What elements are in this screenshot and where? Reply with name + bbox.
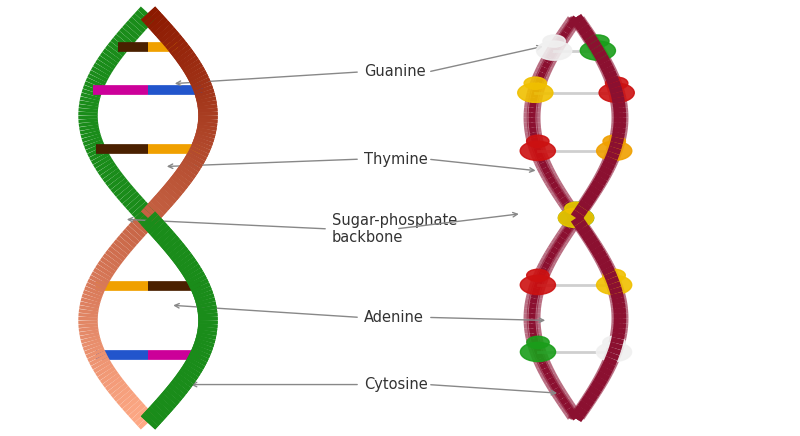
Circle shape [606, 77, 628, 89]
Circle shape [597, 342, 632, 361]
Text: Cytosine: Cytosine [364, 377, 428, 392]
Circle shape [603, 269, 626, 282]
Circle shape [526, 135, 549, 147]
Circle shape [580, 41, 615, 60]
Circle shape [520, 342, 555, 361]
Circle shape [603, 135, 626, 147]
Circle shape [520, 141, 555, 160]
Circle shape [558, 208, 594, 228]
Circle shape [558, 208, 594, 228]
Circle shape [565, 202, 587, 215]
Circle shape [526, 336, 549, 348]
Circle shape [537, 41, 572, 60]
Circle shape [518, 83, 553, 102]
Text: Guanine: Guanine [364, 65, 426, 79]
Circle shape [599, 83, 634, 102]
Circle shape [603, 336, 626, 348]
Circle shape [597, 276, 632, 295]
Text: Thymine: Thymine [364, 152, 428, 167]
Circle shape [565, 202, 587, 215]
Circle shape [543, 35, 566, 47]
Circle shape [526, 269, 549, 282]
Text: Sugar-phosphate
backbone: Sugar-phosphate backbone [332, 213, 458, 245]
Circle shape [524, 77, 546, 89]
Circle shape [520, 276, 555, 295]
Circle shape [597, 141, 632, 160]
Circle shape [586, 35, 609, 47]
Text: Adenine: Adenine [364, 310, 424, 325]
